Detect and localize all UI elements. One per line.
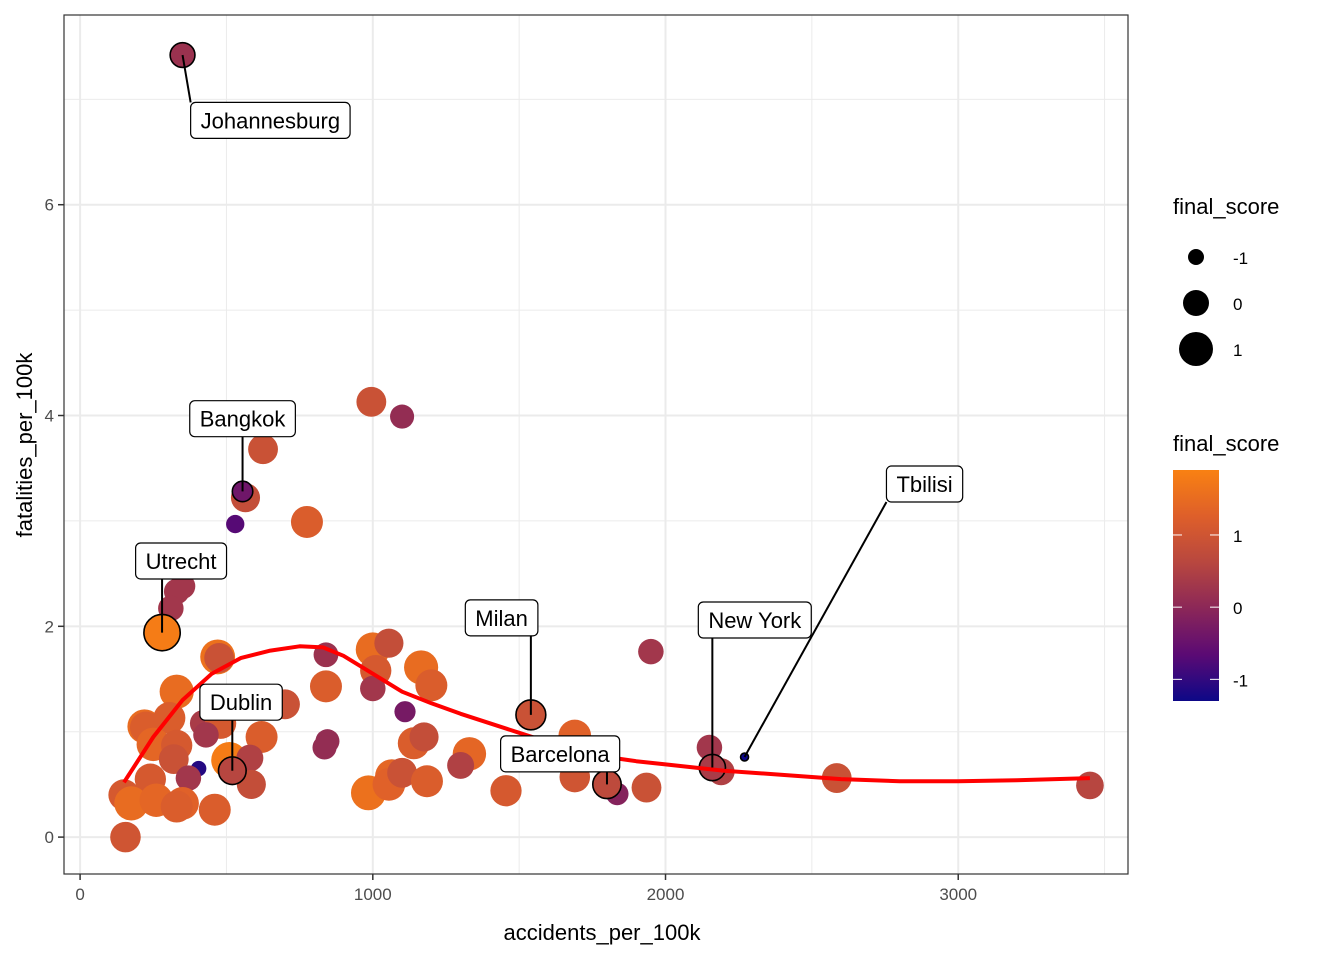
data-point [226,514,245,534]
label-text: Tbilisi [896,472,952,497]
data-point [198,793,231,826]
label-box [189,400,296,438]
data-point [447,751,475,779]
label-box [190,101,351,139]
panel-border [63,14,1129,875]
data-point [290,505,323,538]
data-point [309,670,342,703]
data-point [312,735,337,760]
size-legend-key [1188,249,1204,265]
label-text: Bangkok [200,407,287,432]
data-point [114,786,149,821]
data-point [356,386,387,417]
label-text: New York [708,608,802,633]
label-segment [181,54,192,103]
label-box [500,735,621,773]
data-point [193,722,219,748]
data-point [410,765,443,798]
size-legend-title: final_score [1173,194,1279,219]
data-point [360,675,386,702]
data-point [245,720,278,753]
size-legend-key [1183,290,1209,316]
smooth-layer [122,644,1090,784]
data-point [1076,771,1104,800]
smooth-trend-line [122,644,1090,784]
label-text: Utrecht [146,549,217,574]
label-new-york: New York [697,601,812,639]
y-tick-label: 0 [45,828,54,847]
label-box [135,542,228,580]
data-point [415,669,448,702]
data-point [394,701,416,723]
label-bangkok: Bangkok [189,400,296,438]
data-point [110,821,141,853]
label-text: Johannesburg [201,108,340,133]
label-segment [743,501,888,758]
grid-major [64,15,1128,874]
colorbar-tick-label: -1 [1233,671,1248,690]
colorbar-tick-label: 0 [1233,599,1242,618]
color-legend: final_score 1 0 -1 [1173,431,1279,701]
colorbar-tick-label: 1 [1233,527,1242,546]
y-tick-label: 6 [45,196,54,215]
data-point [631,772,662,803]
points-layer [108,41,1104,853]
y-axis: 0 2 4 6 [45,196,64,847]
size-legend-label: -1 [1233,249,1248,268]
label-utrecht: Utrecht [135,542,228,580]
data-point [160,790,193,823]
data-point [390,404,415,429]
data-point [175,765,202,791]
label-johannesburg: Johannesburg [190,101,351,139]
data-point [638,638,664,665]
x-tick-label: 2000 [647,885,685,904]
x-axis-title: accidents_per_100k [504,920,702,945]
x-tick-label: 0 [75,885,84,904]
y-axis-title: fatalities_per_100k [12,352,37,538]
label-text: Dublin [210,690,272,715]
label-box [697,601,812,639]
size-legend-label: 1 [1233,341,1242,360]
colorbar [1173,470,1219,701]
label-box [885,465,964,503]
label-segments [161,54,888,785]
data-point [409,722,439,752]
label-box [464,599,539,637]
label-barcelona: Barcelona [500,735,621,773]
size-legend-label: 0 [1233,295,1242,314]
x-axis: 0 1000 2000 3000 [75,874,977,904]
data-point [158,744,189,775]
label-milan: Milan [464,599,539,637]
size-legend: final_score -1 0 1 [1173,194,1279,366]
color-legend-title: final_score [1173,431,1279,456]
size-legend-key [1179,332,1213,366]
data-point [374,628,404,658]
data-point [696,734,723,761]
label-text: Barcelona [511,742,611,767]
label-dublin: Dublin [199,683,283,721]
data-point [490,775,522,807]
y-tick-label: 2 [45,617,54,636]
point-labels: Johannesburg Bangkok Utrecht Dublin Milan Bar… [135,101,964,773]
x-tick-label: 1000 [354,885,392,904]
label-box [199,683,283,721]
data-point [248,434,278,465]
y-tick-label: 4 [45,407,54,426]
data-point [387,757,417,788]
label-text: Milan [475,606,528,631]
label-tbilisi: Tbilisi [885,465,964,503]
x-tick-label: 3000 [939,885,977,904]
